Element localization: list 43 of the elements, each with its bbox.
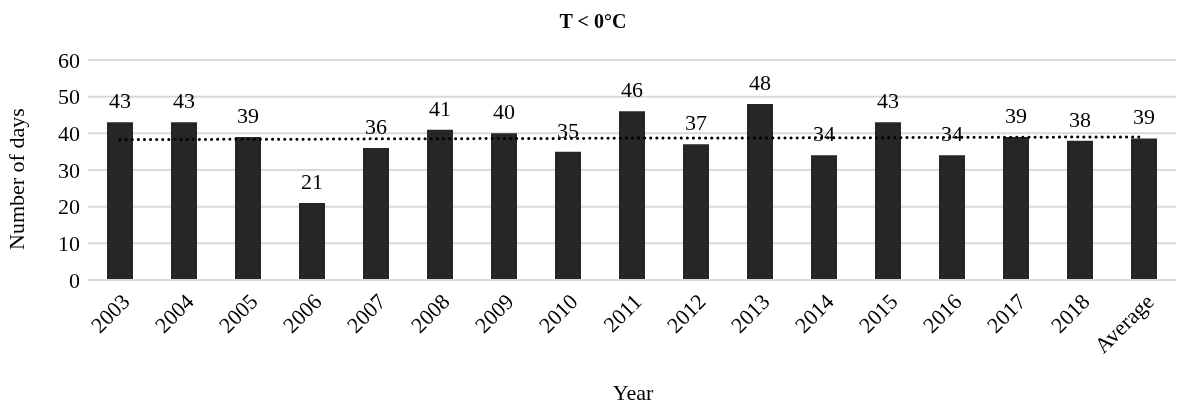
bar — [299, 203, 325, 280]
y-tick-label: 0 — [69, 267, 80, 293]
bar — [619, 111, 645, 280]
data-label: 40 — [493, 99, 515, 125]
y-tick-label: 10 — [58, 231, 80, 257]
bar — [555, 151, 581, 280]
data-label: 48 — [749, 70, 771, 95]
bar — [107, 122, 133, 280]
bar — [427, 129, 453, 280]
bar — [1131, 138, 1157, 280]
data-label: 38 — [1069, 106, 1091, 132]
chart-title: T < 0°C — [558, 9, 628, 34]
data-label: 21 — [301, 169, 323, 194]
data-label: 37 — [685, 110, 707, 136]
data-label: 46 — [621, 77, 643, 103]
x-axis-title: Year — [611, 380, 655, 406]
bar — [747, 104, 773, 280]
bar — [811, 155, 837, 280]
y-tick-label: 20 — [58, 194, 80, 220]
data-label: 39 — [1005, 103, 1027, 128]
y-tick-label: 40 — [58, 121, 80, 147]
bar — [875, 122, 901, 280]
bar — [363, 148, 389, 280]
x-tick-label: 2011 — [598, 288, 647, 338]
bar — [939, 155, 965, 280]
data-label: 35 — [557, 117, 579, 143]
data-label: 43 — [173, 88, 195, 114]
bar — [1003, 137, 1029, 280]
y-tick-label: 30 — [58, 157, 80, 183]
data-label: 41 — [429, 95, 451, 121]
y-axis-title: Number of days — [3, 108, 29, 250]
bar — [491, 133, 517, 280]
data-label: 43 — [877, 88, 899, 114]
bar — [171, 122, 197, 280]
data-label: 43 — [109, 88, 131, 114]
bar — [683, 144, 709, 280]
bar — [235, 137, 261, 280]
data-label: 39 — [237, 103, 259, 128]
bar — [1067, 140, 1093, 280]
data-label: 39 — [1133, 104, 1155, 130]
data-label: 36 — [365, 114, 387, 139]
y-tick-label: 50 — [58, 84, 80, 110]
y-tick-label: 60 — [58, 47, 80, 73]
